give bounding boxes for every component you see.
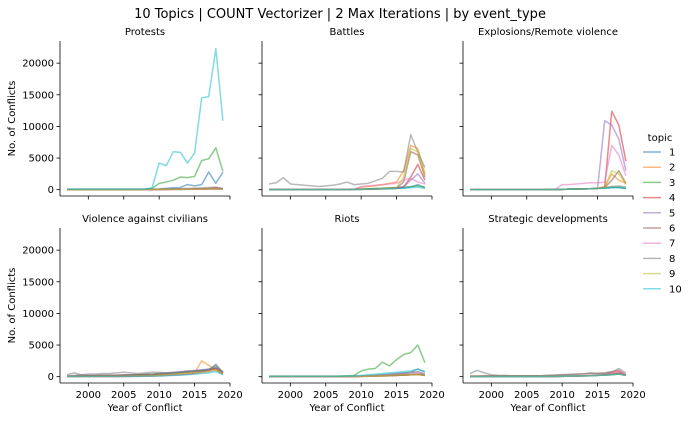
legend-label-topic-9: 9 — [669, 269, 675, 280]
y-tick-label: 0 — [48, 185, 54, 196]
x-tick-label: 2000 — [479, 390, 504, 401]
series-line-topic-3 — [67, 147, 224, 190]
x-tick-label: 2015 — [384, 390, 409, 401]
x-tick-label: 2020 — [419, 390, 444, 401]
series-line-topic-1 — [67, 171, 224, 191]
y-tick-label: 15000 — [22, 277, 54, 288]
series-line-topic-8 — [268, 133, 426, 188]
series-line-topic-7 — [470, 144, 627, 191]
x-tick-label: 2000 — [76, 390, 101, 401]
x-tick-label: 2020 — [620, 390, 645, 401]
panel-riots: Riots 2000 2005 2010 2015 2020 Year of Conflic… — [258, 214, 445, 414]
legend-label-topic-5: 5 — [669, 208, 675, 219]
legend-label-topic-7: 7 — [669, 239, 675, 250]
x-tick-label: 2015 — [585, 390, 610, 401]
y-axis-label: No. of Conflicts — [7, 268, 18, 344]
legend-label-topic-3: 3 — [669, 178, 675, 189]
x-tick-label: 2005 — [514, 390, 539, 401]
x-tick-label: 2010 — [549, 390, 574, 401]
x-axis-label: Year of Conflict — [509, 403, 585, 414]
y-axis-label: No. of Conflicts — [7, 81, 18, 157]
x-tick-label: 2010 — [146, 390, 171, 401]
legend: topic 1 2 3 4 5 6 7 8 9 10 — [643, 133, 682, 295]
legend-label-topic-2: 2 — [669, 163, 675, 174]
panel-title: Strategic developments — [488, 214, 608, 225]
x-tick-label: 2005 — [313, 390, 338, 401]
panel-explosions-remote-violence: Explosions/Remote violence — [459, 27, 634, 200]
panel-title: Protests — [125, 27, 165, 38]
series-line-topic-4 — [470, 110, 627, 191]
panel-violence-against-civilians: Violence against civilians 0 5000 10000 1500… — [7, 214, 243, 414]
series-line-topic-10 — [67, 370, 224, 378]
x-tick-label: 2015 — [182, 390, 207, 401]
x-tick-label: 2010 — [348, 390, 373, 401]
legend-label-topic-4: 4 — [669, 193, 675, 204]
legend-label-topic-6: 6 — [669, 224, 675, 235]
series-line-topic-10 — [269, 186, 426, 191]
legend-title: topic — [648, 133, 673, 144]
x-axis-label: Year of Conflict — [308, 403, 384, 414]
series-line-topic-10 — [470, 373, 627, 378]
series-line-topic-4 — [269, 163, 426, 191]
chart-suptitle: 10 Topics | COUNT Vectorizer | 2 Max Ite… — [134, 7, 546, 22]
panel-protests: Protests 0 5000 10000 15000 20000 No. of Confl… — [7, 27, 231, 200]
series-line-topic-10 — [470, 186, 627, 191]
y-tick-label: 10000 — [22, 122, 54, 133]
panel-strategic-developments: Strategic developments 2000 2005 2010 2015 20… — [459, 214, 646, 414]
series-line-topic-5 — [470, 119, 627, 191]
panel-title: Violence against civilians — [82, 214, 208, 225]
y-tick-label: 5000 — [29, 154, 54, 165]
x-tick-label: 2005 — [111, 390, 136, 401]
y-tick-label: 5000 — [29, 341, 54, 352]
series-line-topic-8 — [66, 363, 224, 376]
panel-battles: Battles — [258, 27, 433, 200]
legend-label-topic-8: 8 — [669, 254, 675, 265]
y-tick-label: 15000 — [22, 90, 54, 101]
y-tick-label: 20000 — [22, 246, 54, 257]
x-axis-label: Year of Conflict — [106, 403, 182, 414]
panel-title: Riots — [335, 214, 360, 225]
series-line-topic-10 — [67, 47, 224, 190]
series-line-topic-8 — [469, 367, 627, 377]
legend-label-topic-1: 1 — [669, 148, 675, 159]
series-line-topic-10 — [269, 368, 426, 378]
legend-label-topic-10: 10 — [669, 284, 682, 295]
y-tick-label: 10000 — [22, 309, 54, 320]
x-tick-label: 2000 — [278, 390, 303, 401]
x-tick-label: 2020 — [217, 390, 242, 401]
y-tick-label: 20000 — [22, 59, 54, 70]
y-tick-label: 0 — [48, 372, 54, 383]
panel-title: Explosions/Remote violence — [478, 27, 618, 38]
panel-title: Battles — [330, 27, 365, 38]
